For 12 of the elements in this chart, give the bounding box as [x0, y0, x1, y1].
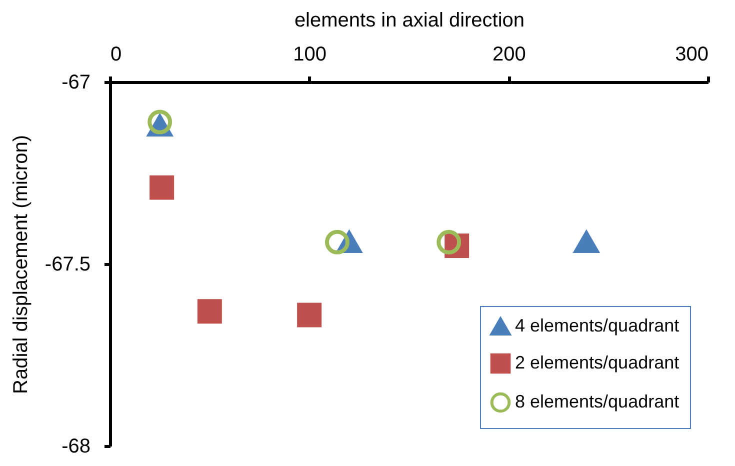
legend-label: 2 elements/quadrant — [515, 352, 680, 372]
x-tick-label: 300 — [675, 44, 708, 66]
legend-label: 8 elements/quadrant — [515, 392, 680, 412]
y-tick-label: -67 — [62, 72, 90, 94]
x-tick-label: 0 — [110, 44, 122, 66]
x-tick-label: 100 — [293, 44, 327, 66]
legend-label: 4 elements/quadrant — [515, 316, 680, 336]
y-tick-label: -67.5 — [44, 254, 90, 276]
y-tick-label: -68 — [62, 436, 90, 458]
y-axis-title: Radial displacement (micron) — [10, 135, 32, 394]
x-axis-title: elements in axial direction — [294, 10, 525, 32]
x-tick-label: 200 — [492, 44, 526, 66]
